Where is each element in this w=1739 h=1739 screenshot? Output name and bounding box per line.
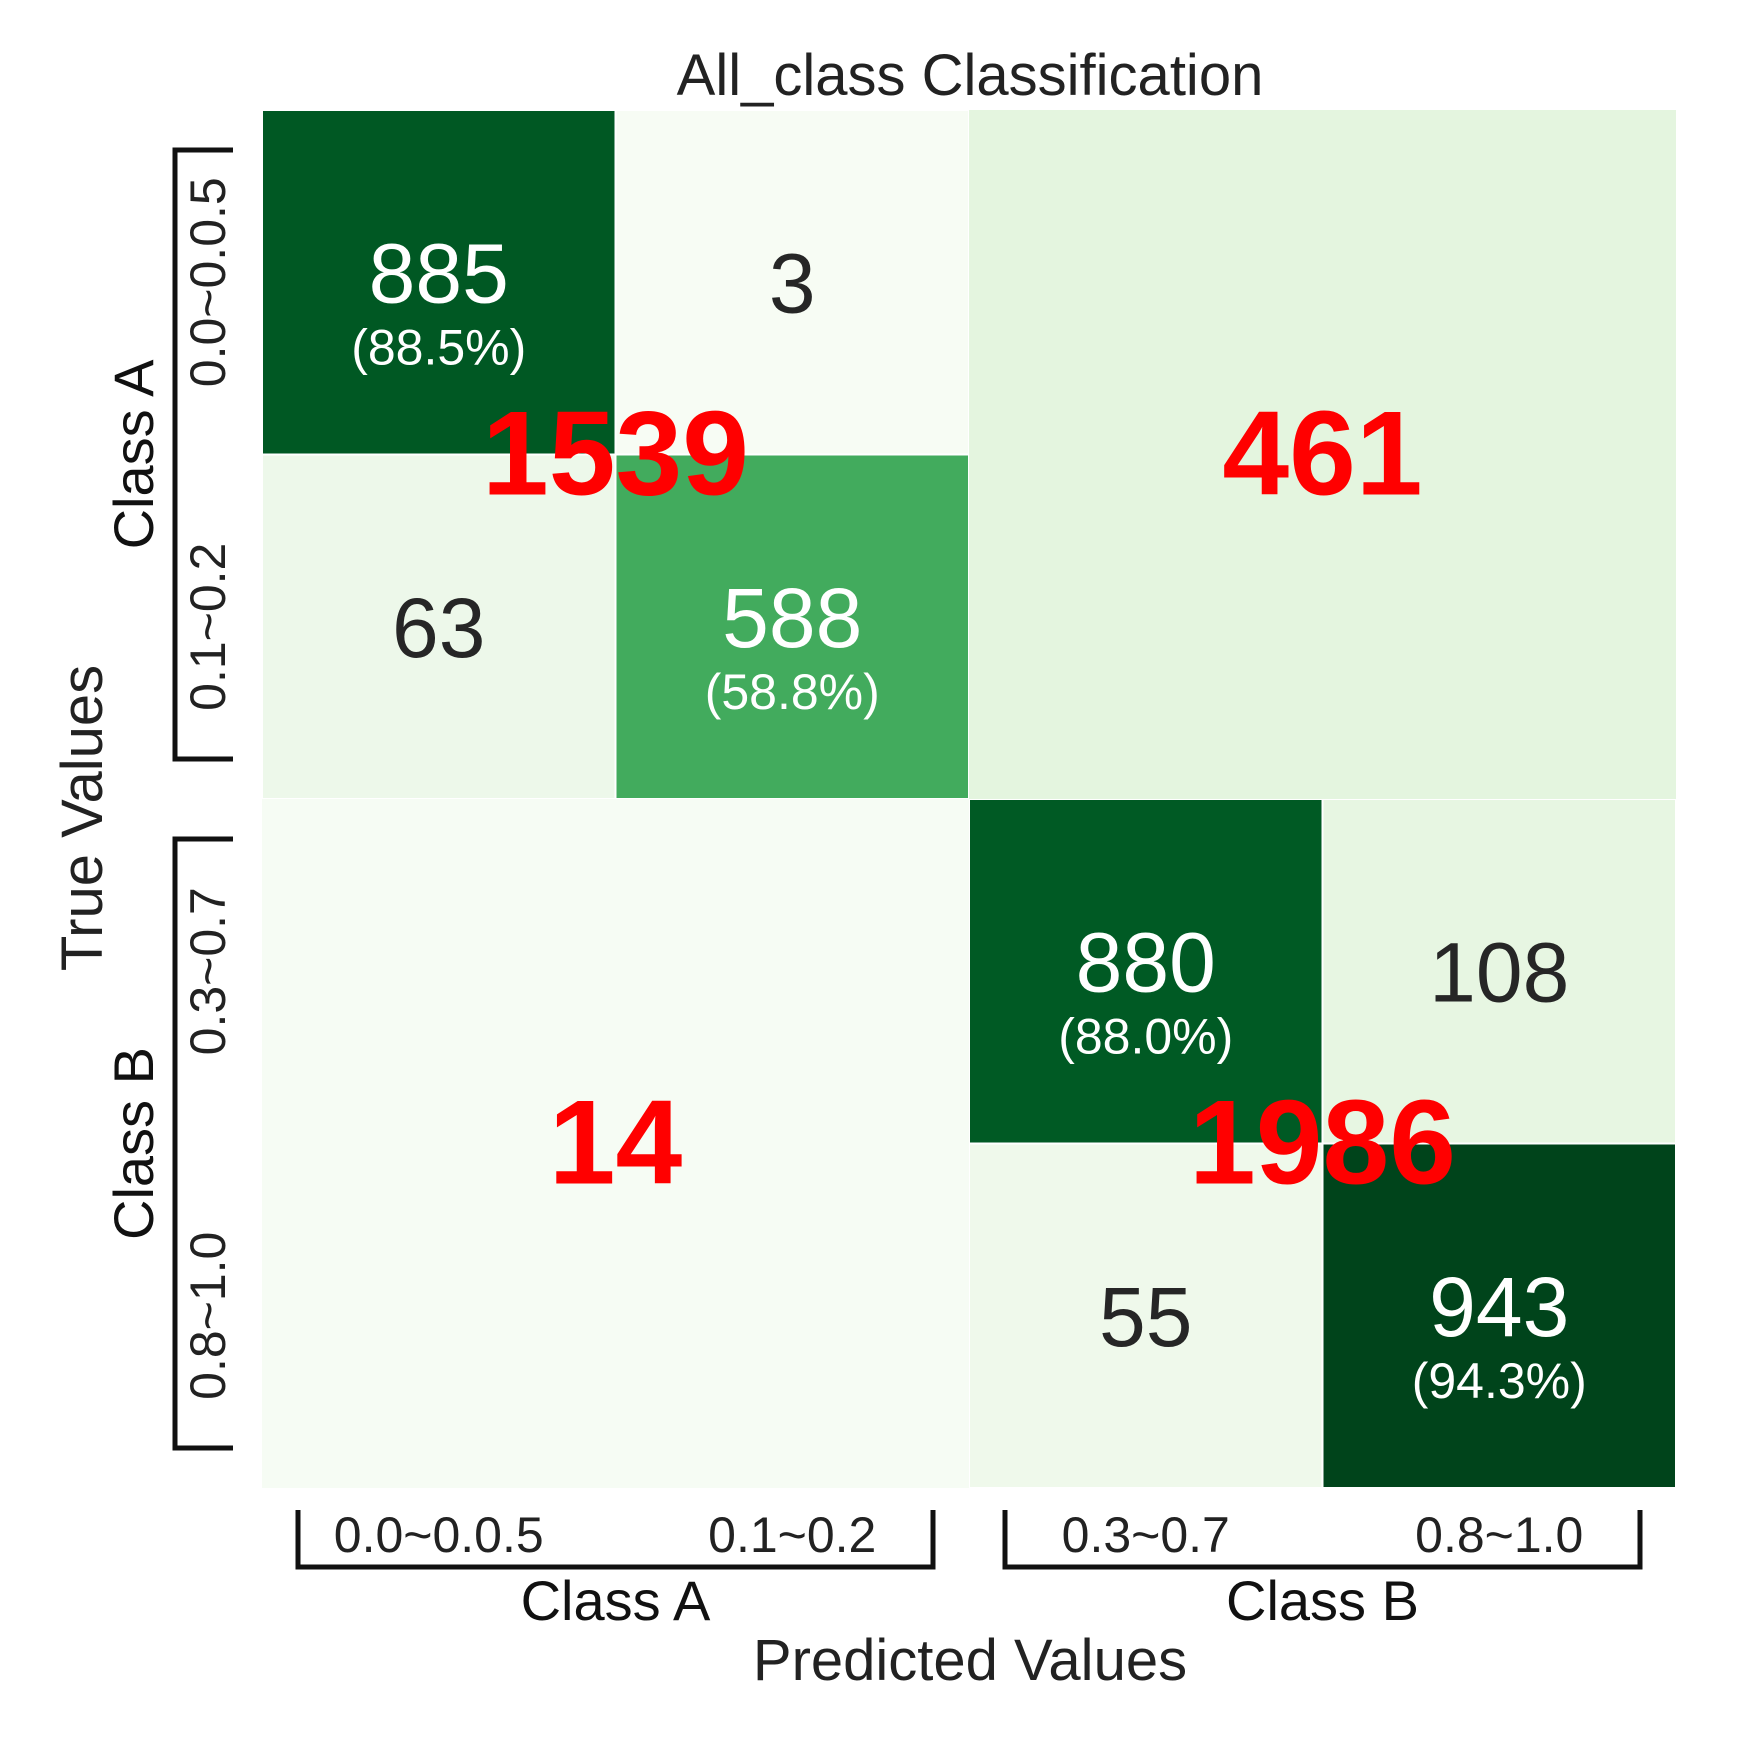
cell-percent: (88.5%): [351, 319, 526, 375]
block-total: 1986: [1189, 1076, 1456, 1210]
block-total: 1539: [482, 387, 749, 521]
group-bracket: [172, 836, 233, 1451]
heatmap-cell: [263, 455, 615, 798]
block-total-labels: 1539 461 14 1986: [482, 387, 1456, 1210]
chart-labels: All_class Classification Predicted Value…: [50, 43, 1583, 1693]
cell-percent: (58.8%): [705, 664, 880, 720]
heatmap-cell: [616, 455, 968, 798]
cell-value: 880: [1076, 915, 1216, 1009]
cell-value: 63: [392, 581, 485, 675]
heatmap-cell: [1323, 800, 1675, 1143]
cell-percent: (88.0%): [1058, 1008, 1233, 1064]
x-tick-label: 0.0~0.0.5: [334, 1507, 544, 1563]
cell-value: 108: [1429, 925, 1569, 1019]
cell-value: 55: [1099, 1270, 1192, 1364]
heatmap-cell: [1323, 1144, 1675, 1487]
heatmap-cells: [262, 110, 1676, 1488]
y-axis-label: True Values: [50, 665, 115, 971]
x-group-label: Class B: [1226, 1569, 1419, 1632]
x-tick-label: 0.3~0.7: [1062, 1507, 1230, 1563]
block-total: 461: [1222, 387, 1422, 521]
cell-value: 3: [769, 236, 816, 330]
x-group-label: Class A: [521, 1569, 711, 1632]
chart-title: All_class Classification: [677, 43, 1264, 108]
heatmap-block: [262, 799, 969, 1488]
cell-value: 885: [369, 226, 509, 320]
x-axis-label: Predicted Values: [753, 1628, 1187, 1693]
y-group-label: Class B: [102, 1047, 165, 1240]
y-tick-label: 0.0~0.0.5: [180, 177, 236, 387]
cell-percent: (94.3%): [1412, 1353, 1587, 1409]
y-group-label: Class A: [102, 359, 165, 549]
y-tick-label: 0.1~0.2: [180, 543, 236, 711]
cell-value-labels: 885(88.5%) 3 63 588(58.8%) 880(88.0%) 108 55 94…: [351, 226, 1587, 1409]
x-tick-label: 0.8~1.0: [1415, 1507, 1583, 1563]
group-bracket: [172, 147, 233, 762]
tick-group-brackets: [172, 147, 1643, 1570]
cell-value: 588: [722, 571, 862, 665]
heatmap-cell: [616, 111, 968, 454]
heatmap-cell: [970, 800, 1322, 1143]
y-tick-label: 0.3~0.7: [180, 887, 236, 1055]
heatmap-cell: [970, 1144, 1322, 1487]
x-tick-label: 0.1~0.2: [708, 1507, 876, 1563]
block-total: 14: [549, 1076, 683, 1210]
group-bracket: [295, 1510, 936, 1570]
heatmap-block: [969, 110, 1676, 799]
y-tick-label: 0.8~1.0: [180, 1232, 236, 1400]
group-bracket: [1002, 1510, 1643, 1570]
cell-value: 943: [1429, 1260, 1569, 1354]
heatmap-cell: [263, 111, 615, 454]
